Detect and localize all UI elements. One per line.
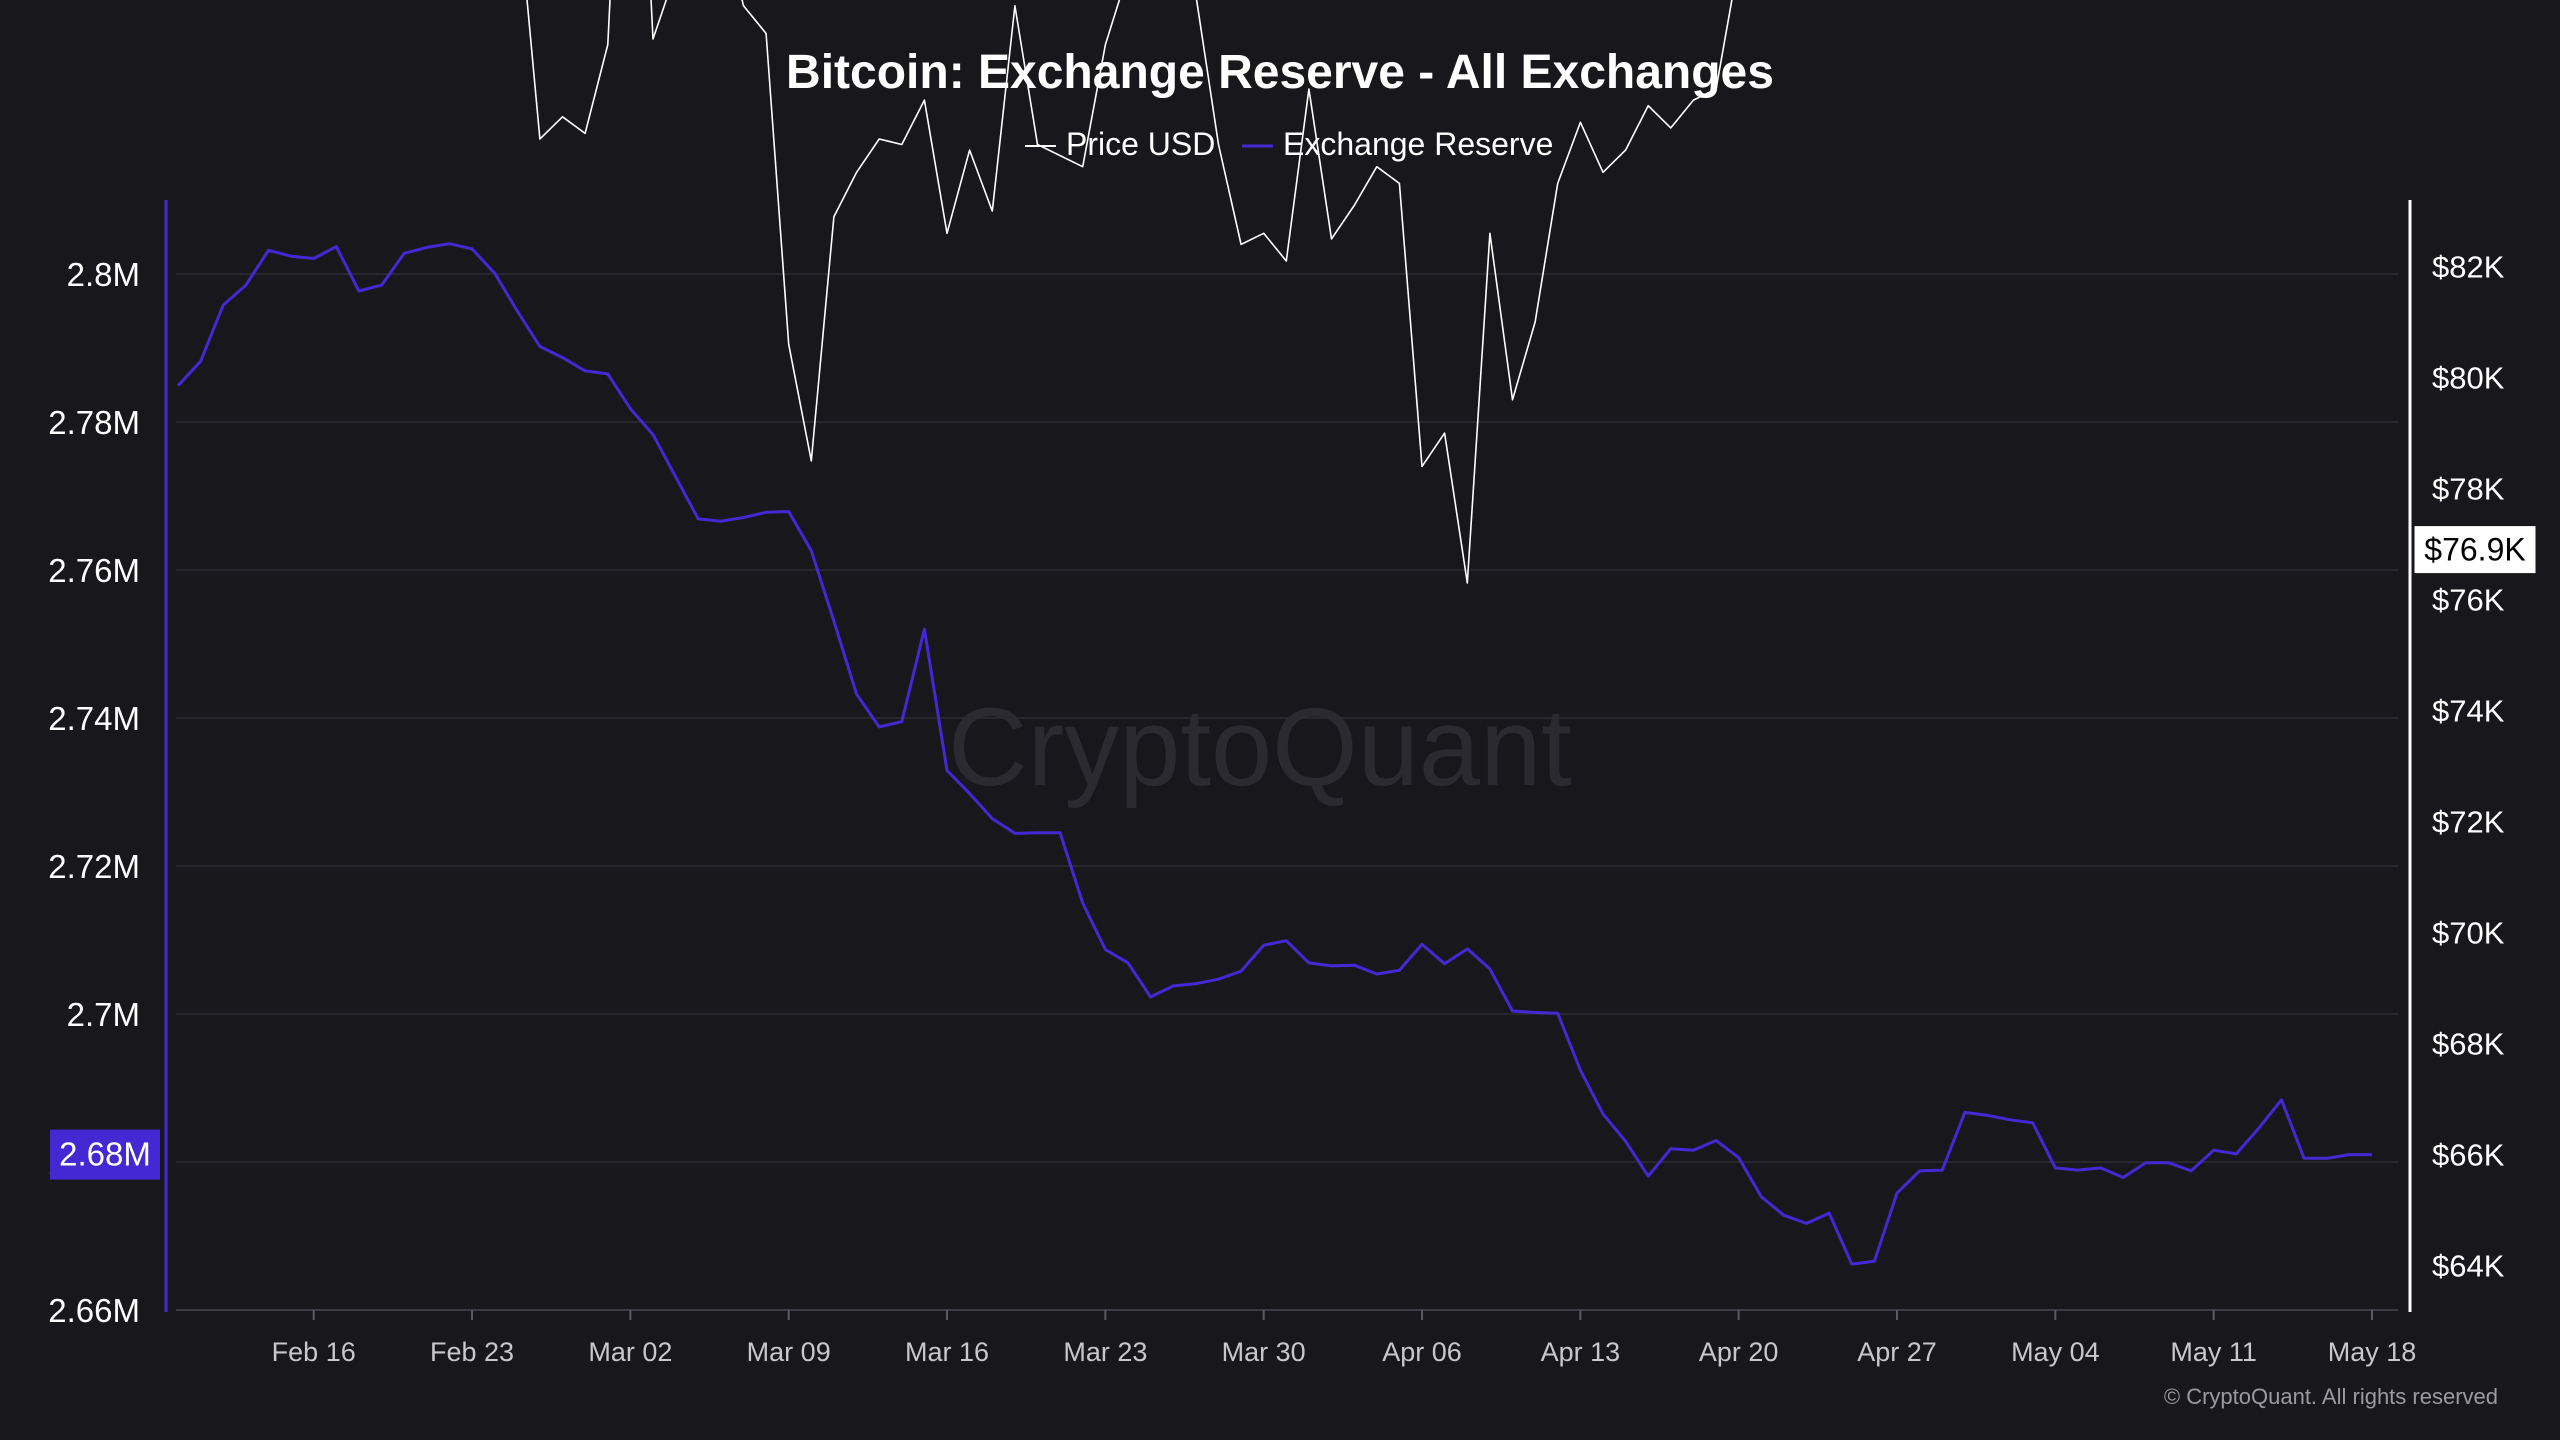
- watermark: CryptoQuant: [948, 686, 1572, 809]
- x-tick-label: May 04: [2011, 1337, 2100, 1367]
- right-tick-label: $78K: [2432, 472, 2505, 507]
- x-tick-label: Mar 30: [1222, 1337, 1306, 1367]
- x-tick-label: Apr 27: [1857, 1337, 1937, 1367]
- right-current-value-label: $76.9K: [2424, 532, 2525, 568]
- left-current-value-box: [50, 1129, 160, 1180]
- x-tick-label: Apr 06: [1382, 1337, 1462, 1367]
- legend-price-label[interactable]: Price USD: [1066, 126, 1215, 162]
- left-tick-label: 2.74M: [48, 700, 140, 737]
- right-tick-label: $68K: [2432, 1027, 2505, 1062]
- x-tick-label: Mar 02: [588, 1337, 672, 1367]
- right-tick-label: $80K: [2432, 361, 2505, 396]
- x-tick-label: May 11: [2170, 1337, 2257, 1367]
- gridlines: [176, 273, 2398, 1163]
- right-tick-label: $74K: [2432, 694, 2505, 729]
- legend[interactable]: Price USD Exchange Reserve: [1025, 126, 1553, 162]
- x-tick-label: Apr 20: [1699, 1337, 1779, 1367]
- exchange-reserve-line: [176, 242, 2372, 1266]
- left-tick-label: 2.78M: [48, 404, 140, 441]
- right-current-value-box: [2413, 525, 2537, 575]
- x-tick-label: Feb 23: [430, 1337, 514, 1367]
- x-tick-label: May 18: [2328, 1337, 2417, 1367]
- left-tick-label: 2.8M: [67, 256, 140, 293]
- right-current-value-badge: $76.9K: [2413, 525, 2537, 575]
- chart-title: Bitcoin: Exchange Reserve - All Exchange…: [786, 46, 1774, 99]
- x-tick-label: Mar 23: [1063, 1337, 1147, 1367]
- x-tick-label: Mar 16: [905, 1337, 989, 1367]
- x-tick-label: Feb 16: [272, 1337, 356, 1367]
- right-tick-label: $82K: [2432, 250, 2505, 285]
- left-tick-label: 2.72M: [48, 848, 140, 885]
- price-usd-line: [526, 0, 1733, 584]
- left-tick-label: 2.66M: [48, 1292, 140, 1329]
- copyright-notice: © CryptoQuant. All rights reserved: [2164, 1384, 2498, 1409]
- x-tick-label: Mar 09: [747, 1337, 831, 1367]
- series-layer: [176, 0, 2372, 1266]
- left-tick-label: 2.7M: [67, 996, 140, 1033]
- left-tick-label: 2.76M: [48, 552, 140, 589]
- x-axis-ticks: Feb 16 Feb 23 Mar 02 Mar 09 Mar 16 Mar 23 Mar …: [272, 1310, 2417, 1367]
- right-tick-label: $76K: [2432, 583, 2505, 618]
- legend-reserve-label[interactable]: Exchange Reserve: [1283, 126, 1553, 162]
- right-axis-ticks: $64K $66K $68K $70K $72K $74K $76K $78K $80K $82K: [2432, 250, 2505, 1284]
- left-current-value-label: 2.68M: [59, 1136, 151, 1173]
- right-tick-label: $64K: [2432, 1249, 2505, 1284]
- x-tick-label: Apr 13: [1541, 1337, 1621, 1367]
- right-tick-label: $66K: [2432, 1138, 2505, 1173]
- left-current-value-badge: 2.68M: [50, 1129, 160, 1180]
- right-tick-label: $72K: [2432, 805, 2505, 840]
- right-tick-label: $70K: [2432, 916, 2505, 951]
